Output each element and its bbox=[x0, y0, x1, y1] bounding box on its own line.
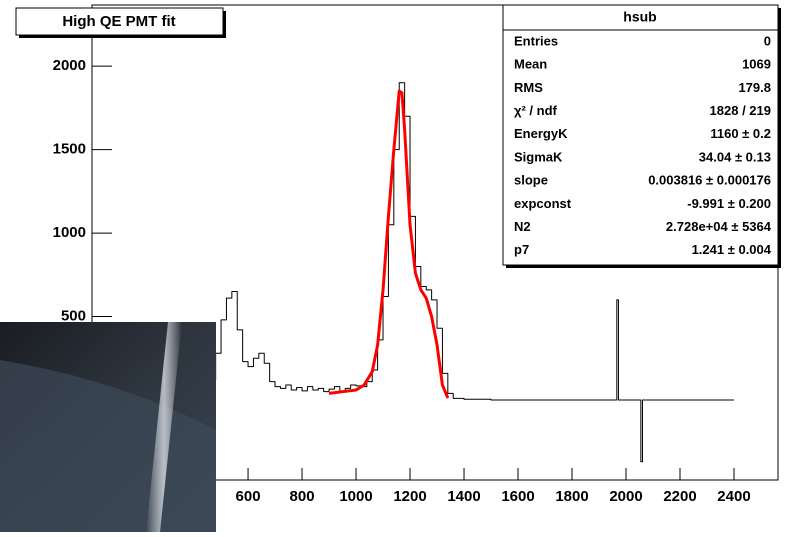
title-frame bbox=[15, 7, 224, 36]
x-tick-label: 1200 bbox=[393, 488, 426, 505]
stats-value: 0 bbox=[764, 33, 771, 48]
stats-value: 179.8 bbox=[738, 80, 771, 95]
x-tick-label: 2400 bbox=[717, 488, 750, 505]
plot-area bbox=[92, 65, 735, 480]
stats-label: χ² / ndf bbox=[514, 103, 558, 118]
stats-value: 1828 / 219 bbox=[710, 103, 771, 118]
stats-box: hsub Entries 0 Mean 1069 RMS 179.8 χ² / ndf 182… bbox=[502, 4, 781, 268]
photo-streak bbox=[146, 322, 182, 532]
stats-label: N2 bbox=[514, 219, 531, 234]
stats-label: slope bbox=[514, 173, 548, 188]
stats-label: p7 bbox=[514, 242, 529, 257]
title-box: High QE PMT fit bbox=[15, 7, 226, 38]
stats-value: -9.991 ± 0.200 bbox=[687, 196, 771, 211]
photo-overlay bbox=[0, 322, 216, 532]
stats-value: 1069 bbox=[742, 57, 771, 72]
stats-label: Entries bbox=[514, 33, 558, 48]
stats-label: RMS bbox=[514, 80, 543, 95]
stats-value: 34.04 ± 0.13 bbox=[699, 149, 771, 164]
y-tick-label: 500 bbox=[61, 308, 86, 325]
stats-label: expconst bbox=[514, 196, 572, 211]
stats-value: 1.241 ± 0.004 bbox=[692, 242, 772, 257]
stats-title: hsub bbox=[623, 9, 656, 25]
x-tick-label: 1800 bbox=[555, 488, 588, 505]
x-tick-label: 2200 bbox=[663, 488, 696, 505]
x-tick-label: 1600 bbox=[501, 488, 534, 505]
chart-title: High QE PMT fit bbox=[62, 13, 175, 30]
x-tick-label: 1000 bbox=[339, 488, 372, 505]
fit-curve bbox=[328, 89, 450, 399]
stats-label: Mean bbox=[514, 57, 547, 72]
y-tick-label: 1500 bbox=[53, 141, 86, 158]
stats-frame bbox=[502, 4, 779, 266]
y-tick-label: 1000 bbox=[53, 224, 86, 241]
x-tick-label: 2000 bbox=[609, 488, 642, 505]
stats-label: EnergyK bbox=[514, 126, 568, 141]
stats-value: 0.003816 ± 0.000176 bbox=[648, 173, 771, 188]
stats-value: 1160 ± 0.2 bbox=[710, 126, 771, 141]
stats-label: SigmaK bbox=[514, 149, 563, 164]
x-tick-label: 800 bbox=[290, 488, 315, 505]
x-tick-label: 600 bbox=[236, 488, 261, 505]
stats-value: 2.728e+04 ± 5364 bbox=[666, 219, 772, 234]
y-tick-label: 2000 bbox=[53, 57, 86, 74]
x-tick-label: 1400 bbox=[447, 488, 480, 505]
